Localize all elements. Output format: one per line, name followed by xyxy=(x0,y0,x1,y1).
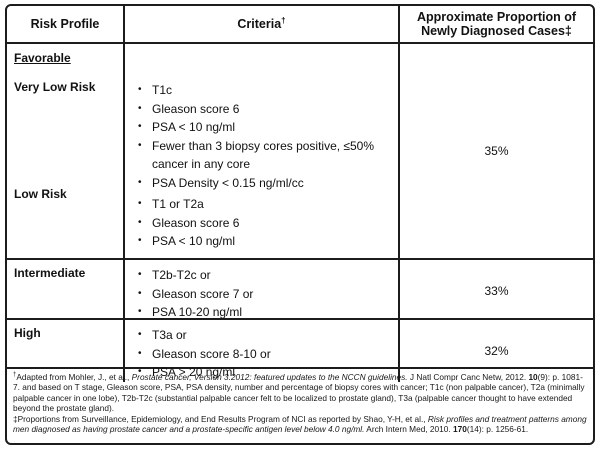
bullet-icon: • xyxy=(138,176,142,188)
row-label-high: High xyxy=(14,326,41,340)
header-criteria-label: Criteria† xyxy=(237,15,286,31)
bullet-icon: • xyxy=(138,269,142,280)
criteria-item: • Fewer than 3 biopsy cores positive, ≤50… xyxy=(125,137,394,174)
dagger-symbol: † xyxy=(281,15,286,25)
header-proportion-label: Approximate Proportion of Newly Diagnose… xyxy=(416,9,577,38)
criteria-item: • T2b-T2c or xyxy=(125,266,394,285)
bullet-icon: • xyxy=(138,287,142,299)
proportion-cell-high: 32% xyxy=(400,320,593,382)
bullet-icon: • xyxy=(138,121,142,132)
criteria-item: • Gleason score 8-10 or xyxy=(125,345,394,364)
criteria-item: • Gleason score 7 or xyxy=(125,285,394,304)
favorable-label-column: Favorable Very Low Risk Low Risk xyxy=(7,44,123,258)
section-favorable: Favorable Very Low Risk Low Risk • T1c • G… xyxy=(7,44,593,260)
criteria-item: • PSA 10-20 ng/ml xyxy=(125,303,394,322)
criteria-item: • PSA < 10 ng/ml xyxy=(125,118,394,137)
criteria-item: • Gleason score 6 xyxy=(125,100,394,119)
header-risk-profile: Risk Profile xyxy=(7,6,123,42)
criteria-list-very-low-risk: • T1c • Gleason score 6 • PSA < 10 ng/ml • F… xyxy=(125,81,394,192)
row-label-intermediate: Intermediate xyxy=(14,266,86,280)
header-criteria: Criteria† xyxy=(123,6,400,42)
header-proportion: Approximate Proportion of Newly Diagnose… xyxy=(400,6,593,42)
row-label-low-risk: Low Risk xyxy=(14,187,67,201)
row-label-very-low-risk: Very Low Risk xyxy=(14,80,96,94)
criteria-list-high: • T3a or • Gleason score 8-10 or • PSA > 20… xyxy=(125,326,394,382)
bullet-icon: • xyxy=(138,329,142,340)
bullet-icon: • xyxy=(138,198,142,209)
footnote-proportions-citation: ‡Proportions from Surveillance, Epidemio… xyxy=(13,413,587,435)
criteria-item: • PSA < 10 ng/ml xyxy=(125,232,394,251)
header-risk-profile-label: Risk Profile xyxy=(30,16,100,31)
criteria-item: • T1 or T2a xyxy=(125,195,394,214)
bullet-icon: • xyxy=(138,84,142,95)
proportion-value-favorable: 35% xyxy=(484,144,509,158)
risk-profile-table: Risk Profile Criteria† Approximate Propo… xyxy=(5,4,595,445)
criteria-list-intermediate: • T2b-T2c or • Gleason score 7 or • PSA 10-… xyxy=(125,266,394,322)
footnotes-area: †Adapted from Mohler, J., et al., Prosta… xyxy=(7,369,593,443)
proportion-cell-intermediate: 33% xyxy=(400,260,593,322)
table-header-row: Risk Profile Criteria† Approximate Propo… xyxy=(7,6,593,44)
proportion-value-intermediate: 33% xyxy=(484,283,509,298)
section-high: High • T3a or • Gleason score 8-10 or • PSA… xyxy=(7,320,593,382)
criteria-item: • PSA > 20 ng/ml xyxy=(125,363,394,382)
bullet-icon: • xyxy=(138,347,142,359)
bullet-icon: • xyxy=(138,139,142,151)
section-intermediate: Intermediate • T2b-T2c or • Gleason score … xyxy=(7,260,593,322)
criteria-item: • T1c xyxy=(125,81,394,100)
proportion-cell-favorable: 35% xyxy=(400,44,593,258)
criteria-item: • Gleason score 6 xyxy=(125,214,394,233)
criteria-item: • T3a or xyxy=(125,326,394,345)
proportion-value-high: 32% xyxy=(484,343,509,358)
bullet-icon: • xyxy=(138,216,142,228)
criteria-item: • PSA Density < 0.15 ng/ml/cc xyxy=(125,174,394,193)
criteria-list-low-risk: • T1 or T2a • Gleason score 6 • PSA < 10 ng… xyxy=(125,195,394,251)
footnote-adapted-citation: †Adapted from Mohler, J., et al., Prosta… xyxy=(13,372,585,414)
group-label-favorable: Favorable xyxy=(14,51,71,65)
bullet-icon: • xyxy=(138,366,142,377)
double-dagger-symbol: ‡ xyxy=(13,413,18,424)
bullet-icon: • xyxy=(138,235,142,246)
high-criteria-column: • T3a or • Gleason score 8-10 or • PSA > 20… xyxy=(123,320,400,382)
intermediate-criteria-column: • T2b-T2c or • Gleason score 7 or • PSA 10-… xyxy=(123,260,400,322)
dagger-symbol: † xyxy=(13,372,17,379)
bullet-icon: • xyxy=(138,102,142,114)
favorable-criteria-column: • T1c • Gleason score 6 • PSA < 10 ng/ml • F… xyxy=(123,44,400,258)
bullet-icon: • xyxy=(138,306,142,317)
